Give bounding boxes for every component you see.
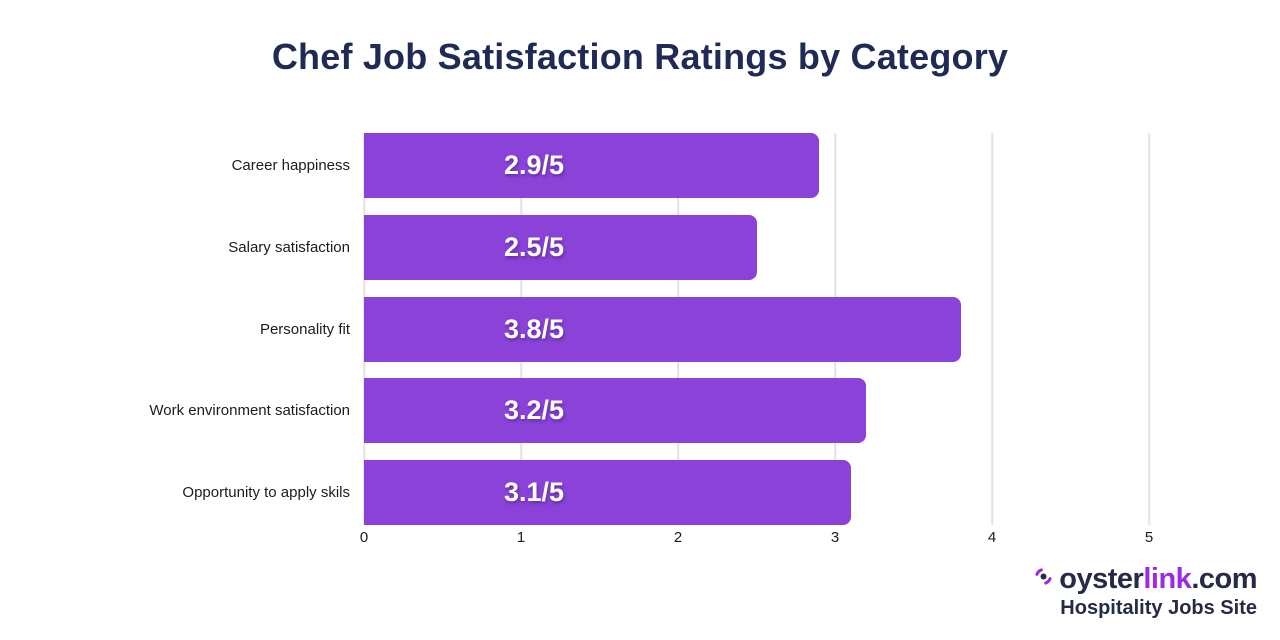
x-tick-label: 1 [516,529,526,546]
x-tick-label: 0 [359,529,369,546]
category-axis: Career happiness Salary satisfaction Perso… [0,133,350,525]
bar: 3.2/5 [364,378,867,444]
bar-value-label: 2.5/5 [503,231,565,262]
brand-tld: .com [1191,563,1257,595]
x-axis: 0 1 2 3 4 5 [360,529,1153,551]
brand-tagline: Hospitality Jobs Site [1060,597,1257,619]
bar: 2.9/5 [364,133,820,198]
plot-area: 2.9/5 2.5/5 3.8/5 3.2/5 3.1/5 [363,133,1150,525]
bar: 3.1/5 [364,460,851,525]
category-label: Work environment satisfaction [149,402,350,420]
bar-value-label: 2.9/5 [503,150,565,180]
grid-line [991,133,993,525]
brand-oyster: oyster [1059,563,1144,595]
x-tick-label: 2 [673,529,683,546]
bar: 2.5/5 [364,214,757,280]
category-label: Career happiness [231,157,350,174]
brand-row: oysterlink.com [1033,565,1257,594]
bar-value-label: 3.2/5 [503,395,565,426]
bar-value-label: 3.8/5 [503,313,565,344]
category-label: Personality fit [259,320,350,338]
brand-name: oysterlink.com [1059,565,1257,594]
brand-link: link [1143,563,1192,595]
category-label: Opportunity to apply skils [182,484,350,501]
bar: 3.8/5 [364,296,961,362]
x-tick-label: 5 [1144,529,1154,546]
chart-title: Chef Job Satisfaction Ratings by Categor… [271,36,1009,77]
x-tick-label: 4 [987,529,997,546]
x-tick-label: 3 [830,529,840,546]
oysterlink-wave-icon [1033,566,1054,591]
grid-line [1148,133,1150,525]
category-label: Salary satisfaction [228,238,350,256]
bar-value-label: 3.1/5 [503,477,565,507]
brand-footer: oysterlink.com Hospitality Jobs Site [1033,565,1257,620]
